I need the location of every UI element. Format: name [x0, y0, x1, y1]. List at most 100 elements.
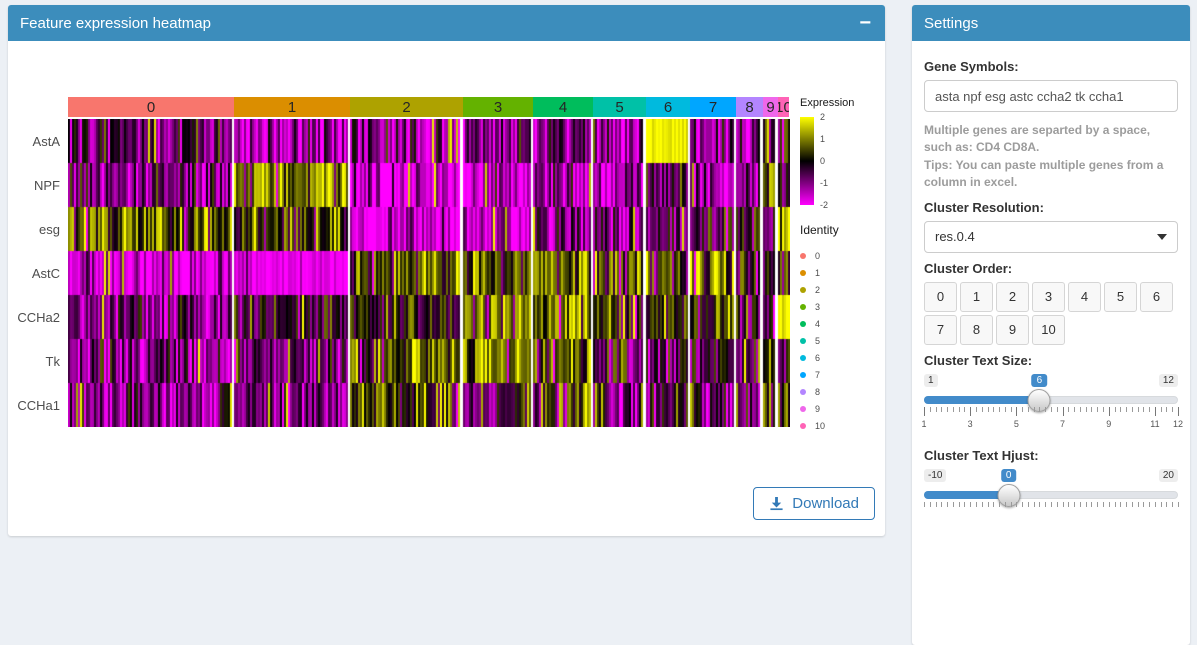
cluster-order-button-9[interactable]: 9 — [996, 314, 1029, 345]
hjust-slider-tick — [1027, 501, 1029, 507]
hjust-slider-handle[interactable] — [997, 483, 1021, 507]
cluster-order-button-10[interactable]: 10 — [1032, 314, 1065, 345]
identity-items: 0 1 2 3 4 5 6 7 8 9 10 — [800, 247, 839, 434]
heatmap-canvas — [68, 119, 790, 427]
gene-label: Tk — [45, 353, 60, 369]
cluster-bar-label: 7 — [708, 98, 718, 116]
cluster-bar-label: 2 — [402, 98, 411, 116]
cluster-bar-label: 4 — [558, 98, 568, 116]
cluster-resolution-label: Cluster Resolution: — [924, 199, 1044, 215]
cluster-bar-label: 0 — [146, 98, 156, 116]
cluster-text-hjust-slider[interactable]: -10 20 0 — [924, 468, 1179, 529]
cluster-order-button-3[interactable]: 3 — [1032, 281, 1065, 312]
text-size-slider-major-tick — [1016, 406, 1018, 416]
text-size-slider-tick — [1120, 406, 1122, 412]
hjust-slider-tick — [1022, 501, 1024, 507]
hjust-slider-tick — [1154, 501, 1156, 507]
cluster-bar-segment: 5 — [593, 97, 646, 117]
text-size-slider-tick — [952, 406, 954, 412]
expression-tick-label: 2 — [820, 112, 826, 122]
text-size-slider-tick — [1004, 406, 1006, 412]
hjust-slider-tick — [1166, 501, 1168, 507]
text-size-slider-max-label: 12 — [1158, 373, 1178, 387]
cluster-resolution-select[interactable]: res.0.4 — [924, 220, 1178, 253]
text-size-slider-tick — [935, 406, 937, 412]
gene-label: AstA — [32, 133, 60, 149]
text-size-slider-tick — [993, 406, 995, 412]
identity-dot — [800, 422, 806, 429]
cluster-text-size-label: Cluster Text Size: — [924, 352, 1033, 368]
identity-item: 4 — [800, 315, 839, 332]
heatmap-panel-title: Feature expression heatmap — [20, 14, 211, 32]
hjust-slider-tick — [970, 501, 972, 507]
identity-dot — [800, 303, 806, 310]
identity-item-label: 2 — [815, 284, 821, 295]
hjust-slider-tick — [987, 501, 989, 507]
gene-label: CCHa1 — [17, 397, 60, 413]
text-size-slider-tick — [1166, 406, 1168, 412]
hjust-slider-tick — [1079, 501, 1081, 507]
text-size-slider-tick-label: 12 — [1172, 418, 1184, 429]
text-size-slider-tick — [1160, 406, 1162, 412]
hjust-slider-tick — [964, 501, 966, 507]
gene-symbols-input[interactable] — [924, 80, 1178, 112]
identity-dot — [800, 286, 806, 293]
cluster-order-button-4[interactable]: 4 — [1068, 281, 1101, 312]
text-size-slider-tick — [999, 406, 1001, 412]
identity-item-label: 4 — [815, 318, 821, 329]
cluster-order-button-5[interactable]: 5 — [1104, 281, 1137, 312]
gene-label: AstC — [31, 265, 60, 281]
identity-dot — [800, 371, 806, 378]
cluster-bar-segment: 1 — [234, 97, 350, 117]
text-size-slider-tick — [1027, 406, 1029, 412]
hjust-slider-tick — [1062, 501, 1064, 507]
cluster-order-button-8[interactable]: 8 — [960, 314, 993, 345]
identity-item-label: 6 — [815, 352, 821, 363]
hjust-slider-grid — [924, 501, 1179, 528]
identity-item: 7 — [800, 366, 839, 383]
identity-dot — [800, 252, 806, 259]
text-size-slider-tick — [1045, 406, 1047, 412]
download-icon — [770, 496, 783, 511]
text-size-slider-tick — [1137, 406, 1139, 412]
settings-panel-header: Settings — [912, 5, 1190, 41]
hjust-slider-tick — [1114, 501, 1116, 507]
text-size-slider-tick — [958, 406, 960, 412]
identity-item: 10 — [800, 417, 839, 434]
identity-item-label: 3 — [815, 301, 821, 312]
cluster-order-button-2[interactable]: 2 — [996, 281, 1029, 312]
identity-legend: Identity 0 1 2 3 4 5 6 7 8 9 10 — [800, 223, 839, 434]
cluster-order-button-1[interactable]: 1 — [960, 281, 993, 312]
heatmap-panel-header: Feature expression heatmap − — [8, 5, 885, 41]
hjust-slider-tick — [993, 501, 995, 507]
identity-item: 2 — [800, 281, 839, 298]
cluster-bar-segment: 10 — [778, 97, 789, 117]
text-size-slider-tick — [929, 406, 931, 412]
identity-item: 5 — [800, 332, 839, 349]
text-size-slider-tick — [1131, 406, 1133, 412]
text-size-slider-tick — [941, 406, 943, 412]
collapse-button[interactable]: − — [859, 12, 871, 34]
text-size-slider-tick — [1033, 406, 1035, 412]
hjust-slider-tick — [1102, 501, 1104, 507]
download-button[interactable]: Download — [753, 487, 875, 520]
cluster-order-button-0[interactable]: 0 — [924, 281, 957, 312]
text-size-slider-tick — [1091, 406, 1093, 412]
hjust-slider-tick — [1178, 501, 1179, 507]
cluster-text-size-slider[interactable]: 1 12 6 1 3 5 7 9 11 12 — [921, 373, 1183, 434]
cluster-resolution-value: res.0.4 — [935, 229, 975, 245]
hjust-slider-tick — [1091, 501, 1093, 507]
cluster-order-group: 0 1 2 3 4 5 6 7 8 9 10 — [924, 281, 1178, 345]
expression-tick-label: 1 — [820, 134, 826, 144]
cluster-order-button-6[interactable]: 6 — [1140, 281, 1173, 312]
heatmap-plot-area: 0 1 2 3 4 5 6 7 8 9 10 AstA NPF esg AstC CCHa2 Tk CCHa1 … — [8, 41, 885, 536]
cluster-bar-label: 3 — [493, 98, 503, 116]
text-size-slider-min-label: 1 — [924, 373, 938, 387]
hjust-slider-tick — [1068, 501, 1070, 507]
text-size-slider-tick — [981, 406, 983, 412]
text-size-slider-tick — [1149, 406, 1151, 412]
hjust-slider-tick — [958, 501, 960, 507]
hjust-slider-tick — [947, 501, 949, 507]
text-size-slider-tick — [1079, 406, 1081, 412]
cluster-order-button-7[interactable]: 7 — [924, 314, 957, 345]
